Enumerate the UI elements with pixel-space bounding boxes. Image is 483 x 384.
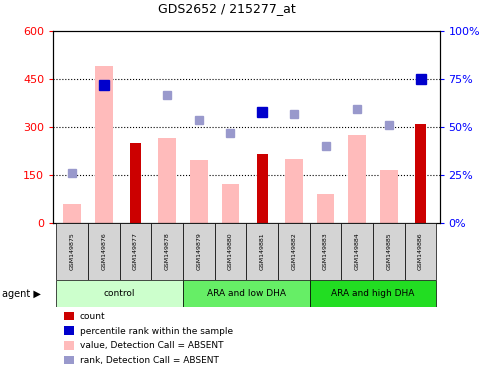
Bar <box>183 223 214 280</box>
Bar <box>310 223 341 280</box>
Bar <box>285 159 302 223</box>
Bar <box>348 135 366 223</box>
Bar <box>64 356 73 364</box>
Text: GSM149880: GSM149880 <box>228 233 233 270</box>
Text: GSM149881: GSM149881 <box>260 233 265 270</box>
Text: value, Detection Call = ABSENT: value, Detection Call = ABSENT <box>80 341 223 351</box>
Text: GSM149883: GSM149883 <box>323 233 328 270</box>
Bar <box>64 341 73 349</box>
Bar <box>88 223 120 280</box>
Text: GSM149876: GSM149876 <box>101 233 106 270</box>
Bar <box>246 223 278 280</box>
Bar <box>310 280 436 307</box>
Bar <box>64 312 73 320</box>
Text: GSM149882: GSM149882 <box>291 233 297 270</box>
Bar <box>120 223 151 280</box>
Bar <box>222 184 239 223</box>
Text: control: control <box>104 289 135 298</box>
Bar <box>405 223 436 280</box>
Bar <box>57 223 88 280</box>
Bar <box>130 143 141 223</box>
Text: count: count <box>80 312 105 321</box>
Bar <box>415 124 426 223</box>
Bar <box>341 223 373 280</box>
Bar <box>380 170 398 223</box>
Text: ARA and low DHA: ARA and low DHA <box>207 289 286 298</box>
Bar <box>63 204 81 223</box>
Text: GSM149884: GSM149884 <box>355 233 360 270</box>
Text: GSM149886: GSM149886 <box>418 233 423 270</box>
Text: agent ▶: agent ▶ <box>2 289 41 299</box>
Bar <box>214 223 246 280</box>
Bar <box>158 138 176 223</box>
Text: GSM149879: GSM149879 <box>196 233 201 270</box>
Bar <box>95 66 113 223</box>
Text: GDS2652 / 215277_at: GDS2652 / 215277_at <box>158 2 296 15</box>
Text: GSM149877: GSM149877 <box>133 233 138 270</box>
Bar <box>190 161 208 223</box>
Bar <box>278 223 310 280</box>
Bar <box>256 154 268 223</box>
Bar <box>317 194 334 223</box>
Text: percentile rank within the sample: percentile rank within the sample <box>80 327 233 336</box>
Bar <box>151 223 183 280</box>
Text: GSM149878: GSM149878 <box>165 233 170 270</box>
Bar <box>57 280 183 307</box>
Bar <box>373 223 405 280</box>
Text: GSM149875: GSM149875 <box>70 233 75 270</box>
Text: ARA and high DHA: ARA and high DHA <box>331 289 415 298</box>
Text: GSM149885: GSM149885 <box>386 233 391 270</box>
Text: rank, Detection Call = ABSENT: rank, Detection Call = ABSENT <box>80 356 219 365</box>
Bar <box>183 280 310 307</box>
Bar <box>64 326 73 335</box>
